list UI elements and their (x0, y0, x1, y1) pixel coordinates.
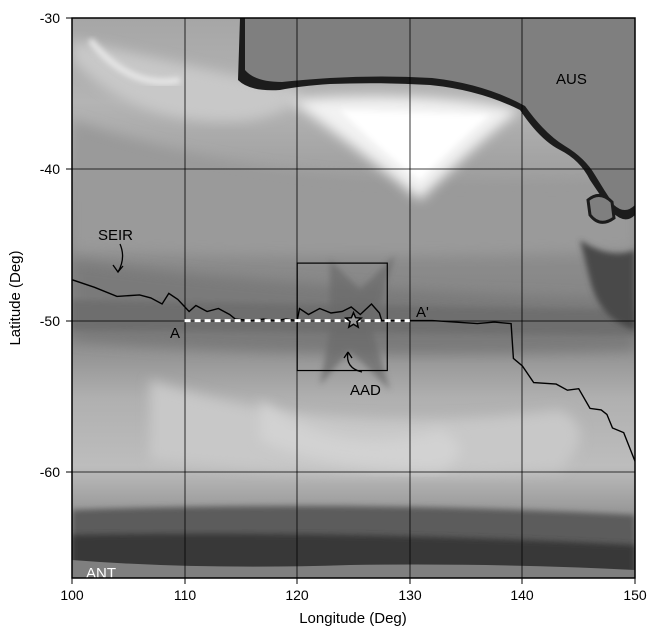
y-axis (66, 17, 72, 473)
map-frame (71, 17, 636, 579)
y-tick-labels: -30 -40 -50 -60 (40, 10, 60, 480)
grid-lines (72, 18, 635, 578)
x-tick-label: 130 (398, 587, 422, 603)
seir-pointer-arrow (112, 243, 124, 274)
x-tick-label: 140 (510, 587, 534, 603)
y-axis-title: Latitude (Deg) (7, 250, 24, 345)
aus-landmass (238, 18, 635, 224)
y-tick-label: -60 (40, 464, 60, 480)
ant-label: ANT (86, 565, 116, 582)
ant-landmass (72, 560, 635, 578)
profile-start-label: A (170, 325, 180, 342)
aad-study-box (296, 262, 388, 372)
seir-label: SEIR (98, 227, 133, 244)
aad-pointer-arrow (343, 351, 363, 373)
x-tick-label: 110 (174, 587, 197, 603)
star-marker (344, 310, 363, 329)
x-axis-title: Longitude (Deg) (299, 610, 407, 627)
x-tick-label: 120 (285, 587, 309, 603)
y-tick-label: -30 (40, 10, 60, 26)
y-tick-label: -50 (40, 313, 60, 329)
x-tick-label: 100 (60, 587, 84, 603)
x-tick-labels: 100 110 120 130 140 150 (60, 587, 647, 603)
x-tick-label: 150 (623, 587, 647, 603)
seir-ridge-axis-line (72, 279, 635, 462)
aad-label: AAD (350, 382, 381, 399)
aus-label: AUS (556, 71, 587, 88)
profile-end-label: A' (416, 304, 429, 321)
y-tick-label: -40 (40, 161, 60, 177)
map-plot-area: AUS ANT SEIR AAD A A' (72, 18, 635, 582)
x-axis (71, 578, 636, 584)
